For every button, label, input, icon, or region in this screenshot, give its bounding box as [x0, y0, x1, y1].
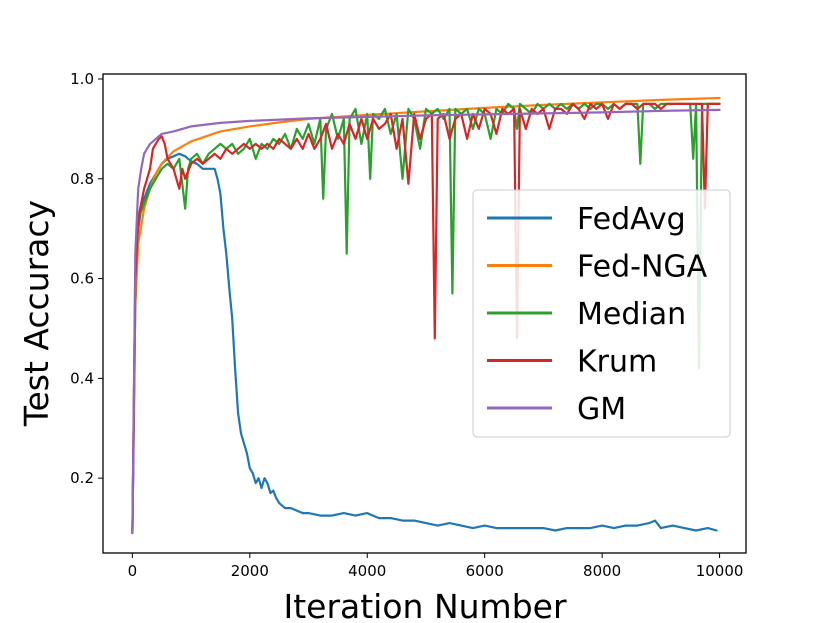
x-tick-label: 0: [128, 562, 138, 580]
x-tick-label: 8000: [583, 562, 621, 580]
legend-label-fedavg: FedAvg: [577, 202, 686, 237]
series-line-fed-nga: [131, 96, 721, 535]
series-line-krum: [131, 102, 721, 535]
x-tick-label: 10000: [696, 562, 744, 580]
legend-label-median: Median: [577, 297, 686, 332]
y-tick-label: 0.4: [70, 369, 94, 387]
legend-label-krum: Krum: [577, 345, 657, 380]
y-axis-title: Test Accuracy: [17, 200, 56, 427]
plot-frame: [102, 73, 747, 554]
legend-frame: [472, 189, 731, 438]
x-tick-label: 6000: [466, 562, 504, 580]
y-tick-label: 0.8: [70, 170, 94, 188]
y-tick-label: 0.2: [70, 469, 94, 487]
legend-label-gm: GM: [577, 392, 626, 427]
x-tick-label: 4000: [348, 562, 386, 580]
x-axis: 0 2000 4000 6000 8000 10000: [128, 553, 744, 580]
series-line-gm: [131, 108, 721, 535]
x-tick-label: 2000: [231, 562, 269, 580]
series-layer: [131, 96, 721, 535]
legend: FedAvg Fed-NGA Median Krum GM: [472, 189, 731, 438]
series-line-fedavg: [131, 152, 718, 535]
legend-label-fed-nga: Fed-NGA: [577, 250, 708, 285]
y-tick-label: 1.0: [70, 70, 94, 88]
x-axis-title: Iteration Number: [283, 587, 566, 623]
y-tick-label: 0.6: [70, 270, 94, 288]
y-axis: 0.2 0.4 0.6 0.8 1.0: [70, 70, 103, 487]
